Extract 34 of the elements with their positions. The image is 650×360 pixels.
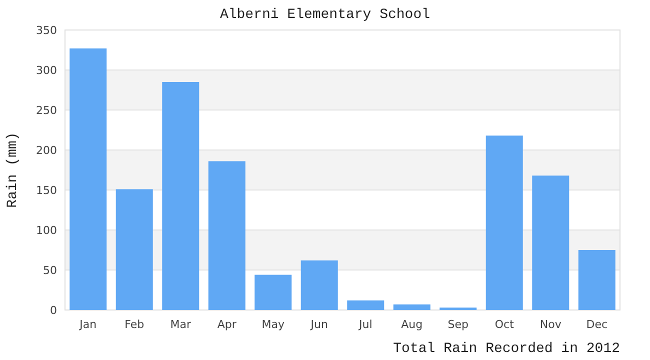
x-tick-label: Aug [401, 318, 423, 331]
x-tick-label: Feb [124, 318, 144, 331]
bar [300, 260, 338, 310]
chart-title: Alberni Elementary School [220, 7, 430, 23]
x-tick-label: Jun [310, 318, 328, 331]
x-tick-label: Apr [217, 318, 237, 331]
y-tick-label: 200 [36, 144, 57, 157]
y-tick-label: 300 [36, 64, 57, 77]
y-tick-label: 250 [36, 104, 57, 117]
x-tick-label: Sep [448, 318, 469, 331]
bar [70, 48, 107, 310]
bar [347, 300, 384, 310]
bar [208, 161, 246, 310]
y-tick-label: 150 [36, 184, 57, 197]
y-tick-label: 50 [43, 264, 57, 277]
x-tick-label: Dec [586, 318, 608, 331]
bar [532, 176, 570, 310]
y-axis-title: Rain (mm) [5, 132, 21, 208]
bar [162, 82, 200, 310]
x-tick-label: Jul [358, 318, 372, 331]
bar [393, 304, 430, 310]
x-tick-label: May [262, 318, 285, 331]
x-axis-title: Total Rain Recorded in 2012 [393, 341, 620, 357]
y-tick-label: 0 [50, 304, 57, 317]
bar [578, 250, 616, 310]
bar [254, 274, 292, 310]
y-tick-label: 100 [36, 224, 57, 237]
x-tick-label: Nov [540, 318, 562, 331]
bar [116, 189, 153, 310]
bar [486, 136, 523, 310]
x-tick-label: Jan [78, 318, 97, 331]
x-tick-label: Oct [494, 318, 515, 331]
x-tick-label: Mar [170, 318, 192, 331]
y-tick-label: 350 [36, 24, 57, 37]
